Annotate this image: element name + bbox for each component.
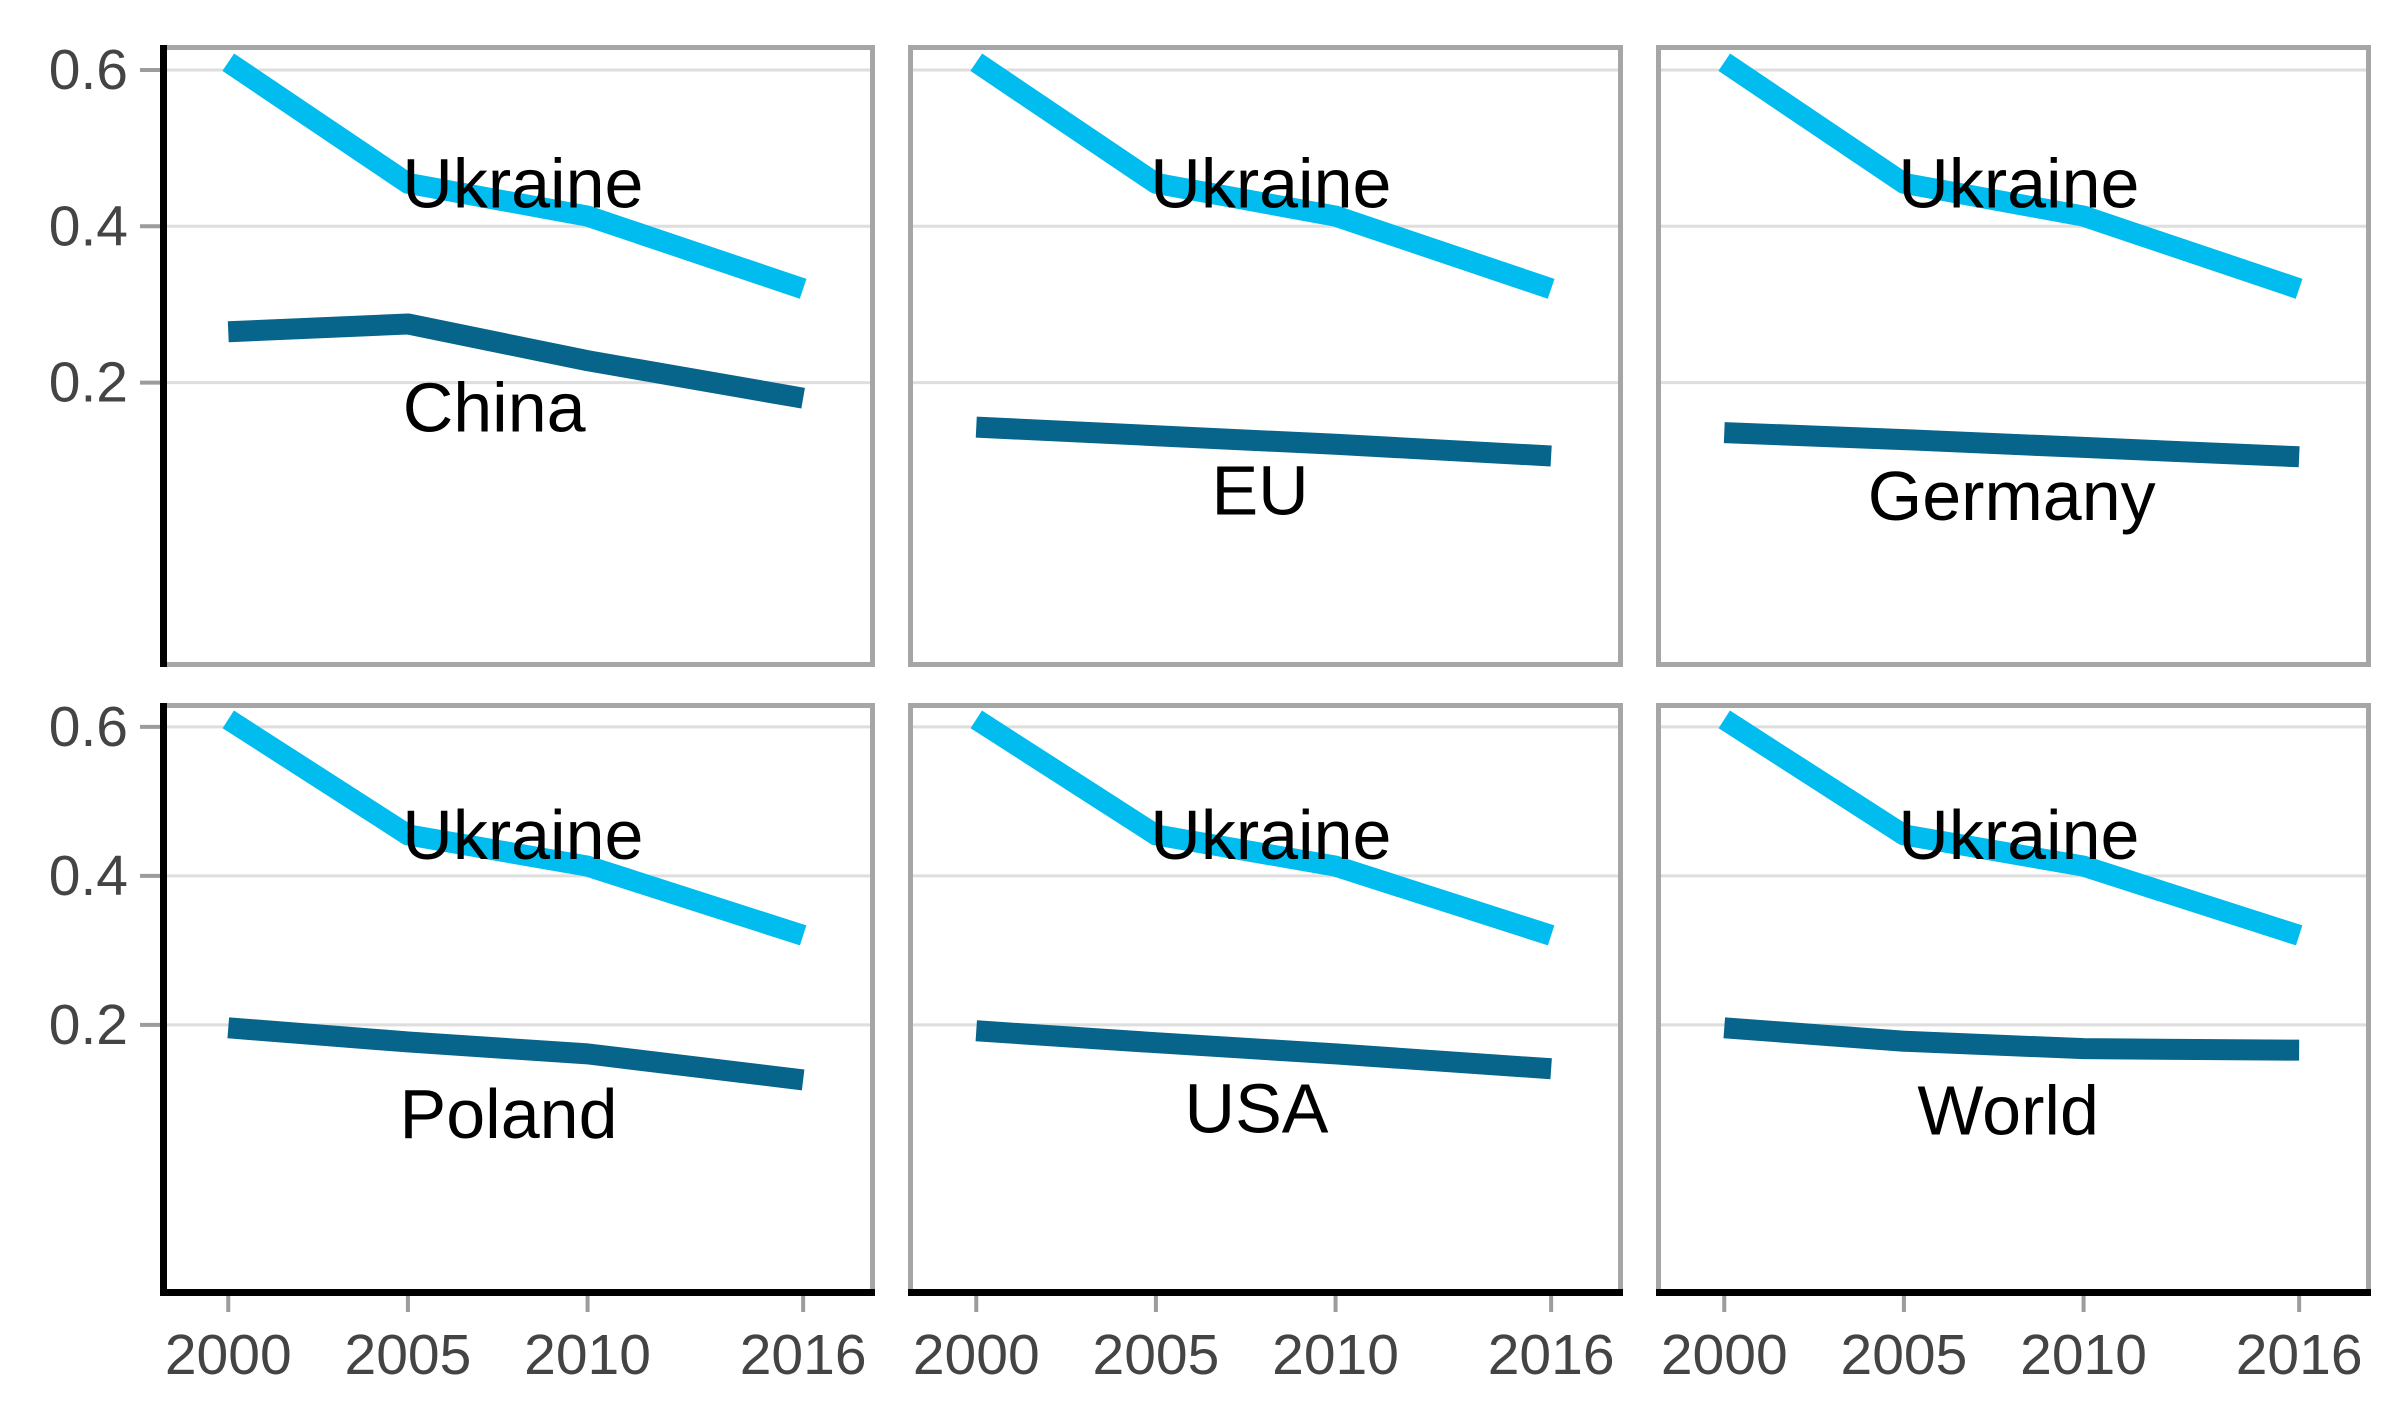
- series-label-ukraine: Ukraine: [1898, 144, 2139, 222]
- panel-canvas-poland: 0.2 0.4 0.6 2000 2005 2010 2016 Ukraine Poland: [49, 695, 875, 1387]
- line-eu: [975, 416, 1552, 467]
- series-label-poland: Poland: [400, 1075, 618, 1153]
- panel-canvas-china: 0.2 0.4 0.6 Ukraine China: [49, 38, 875, 667]
- panel-border: [1656, 45, 2371, 667]
- x-tick-label-2000: 2000: [913, 1323, 1040, 1387]
- panel-eu: Ukraine EU: [908, 45, 1623, 667]
- y-tick-label-0.4: 0.4: [49, 194, 128, 258]
- line-ukraine: [1718, 53, 2303, 299]
- x-tick-label-2000: 2000: [1661, 1323, 1788, 1387]
- line-ukraine: [222, 53, 807, 299]
- series-label-ukraine: Ukraine: [1150, 144, 1391, 222]
- x-tick-label-2005: 2005: [1093, 1323, 1220, 1387]
- y-tick-label-0.2: 0.2: [49, 993, 128, 1057]
- line-ukraine: [222, 710, 807, 946]
- panel-border: [908, 703, 1623, 1296]
- panel-world: 2000 2005 2010 2016 Ukraine World: [1656, 703, 2371, 1387]
- series-label-china: China: [403, 369, 586, 447]
- x-tick-label-2016: 2016: [740, 1323, 867, 1387]
- line-ukraine: [970, 710, 1555, 946]
- series-label-ukraine: Ukraine: [402, 796, 643, 874]
- series-label-germany: Germany: [1868, 457, 2156, 535]
- series-label-ukraine: Ukraine: [402, 144, 643, 222]
- panel-border: [160, 703, 875, 1296]
- x-tick-label-2016: 2016: [1488, 1323, 1615, 1387]
- y-tick-label-0.6: 0.6: [49, 38, 128, 102]
- panel-canvas-world: 2000 2005 2010 2016 Ukraine World: [1656, 703, 2371, 1387]
- panel-usa: 2000 2005 2010 2016 Ukraine USA: [908, 703, 1623, 1387]
- panel-border: [908, 45, 1623, 667]
- line-poland: [227, 1017, 805, 1091]
- line-ukraine: [1718, 710, 2303, 946]
- panel-canvas-germany: Ukraine Germany: [1656, 45, 2371, 667]
- series-label-usa: USA: [1185, 1069, 1329, 1147]
- panel-germany: Ukraine Germany: [1656, 45, 2371, 667]
- line-china: [227, 313, 805, 409]
- x-tick-label-2005: 2005: [345, 1323, 472, 1387]
- panel-canvas-usa: 2000 2005 2010 2016 Ukraine USA: [908, 703, 1623, 1387]
- y-tick-label-0.6: 0.6: [49, 695, 128, 759]
- x-tick-label-2010: 2010: [524, 1323, 651, 1387]
- panel-canvas-eu: Ukraine EU: [908, 45, 1623, 667]
- line-world: [1723, 1017, 2300, 1061]
- series-label-world: World: [1917, 1072, 2099, 1150]
- line-usa: [975, 1020, 1552, 1080]
- series-label-ukraine: Ukraine: [1150, 796, 1391, 874]
- x-tick-label-2005: 2005: [1841, 1323, 1968, 1387]
- y-tick-label-0.2: 0.2: [49, 351, 128, 415]
- panel-border: [1656, 703, 2371, 1296]
- line-ukraine: [970, 53, 1555, 299]
- x-tick-label-2016: 2016: [2236, 1323, 2363, 1387]
- series-label-ukraine: Ukraine: [1898, 796, 2139, 874]
- series-label-eu: EU: [1211, 451, 1308, 529]
- x-tick-label-2010: 2010: [2020, 1323, 2147, 1387]
- x-tick-label-2010: 2010: [1272, 1323, 1399, 1387]
- panel-poland: 0.2 0.4 0.6 2000 2005 2010 2016 Ukraine Poland: [49, 695, 875, 1387]
- x-tick-label-2000: 2000: [165, 1323, 292, 1387]
- panel-china: 0.2 0.4 0.6 Ukraine China: [49, 38, 875, 667]
- y-tick-label-0.4: 0.4: [49, 844, 128, 908]
- line-germany: [1723, 422, 2300, 468]
